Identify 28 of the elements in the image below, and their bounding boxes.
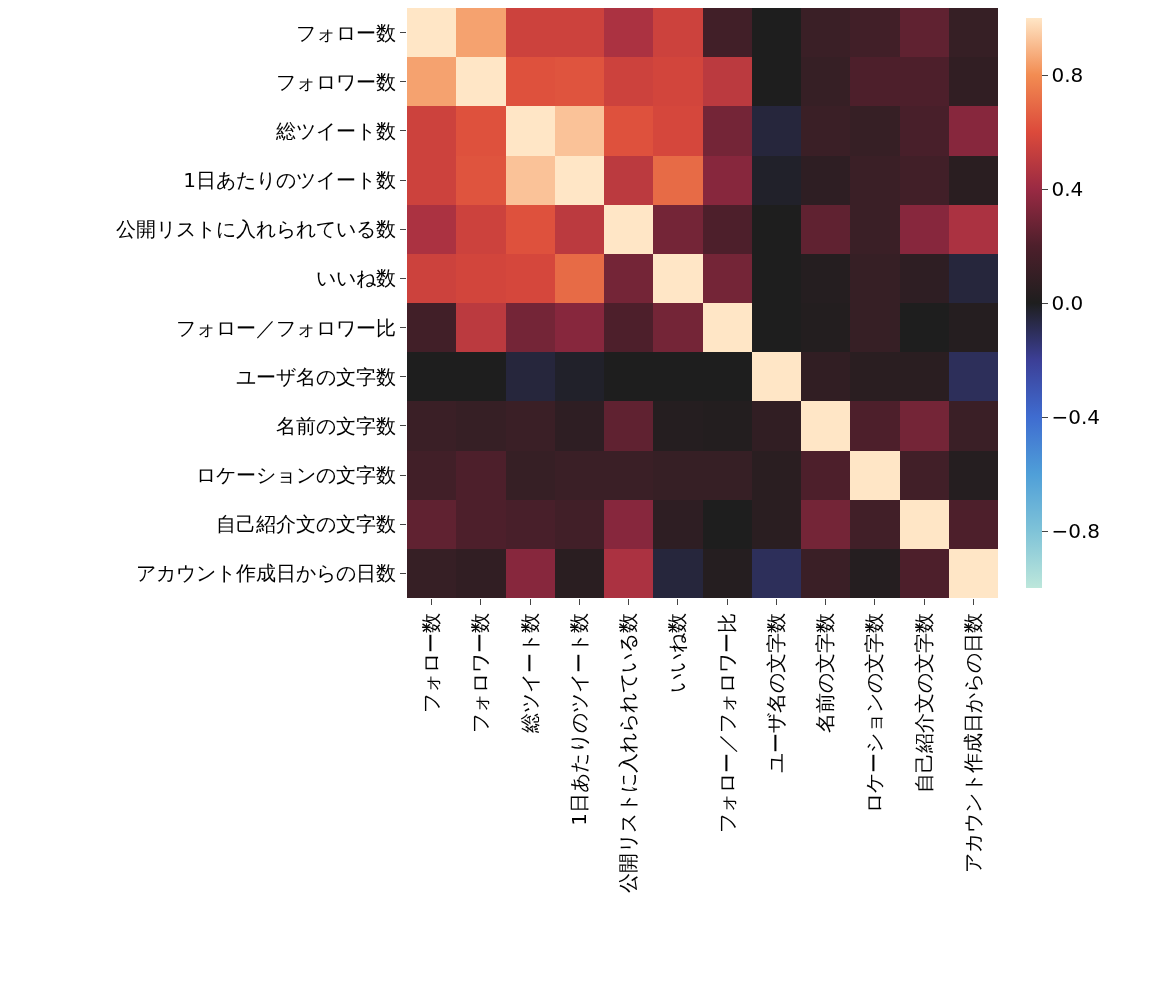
x-tick-label: 1日あたりのツイート数: [566, 613, 591, 826]
x-tick-label: ロケーションの文字数: [862, 613, 887, 813]
y-tick-label: フォロー数: [296, 20, 396, 45]
y-tick-label: 自己紹介文の文字数: [216, 512, 396, 537]
color-bar-label: 0.8: [1051, 63, 1084, 87]
y-tick-label: フォロワー数: [276, 69, 396, 94]
x-tick-label: フォロワー数: [468, 613, 493, 733]
x-tick-label: ユーザ名の文字数: [763, 613, 788, 773]
y-tick-label: ユーザ名の文字数: [236, 364, 396, 389]
y-tick-label: 総ツイート数: [275, 118, 396, 143]
y-tick-label: 1日あたりのツイート数: [183, 168, 396, 193]
color-bar-label: −0.4: [1051, 405, 1101, 429]
y-tick-label: フォロー／フォロワー比: [176, 315, 396, 340]
y-tick-label: アカウント作成日からの日数: [136, 561, 396, 586]
y-tick-label: いいね数: [316, 266, 396, 291]
x-tick-label: 名前の文字数: [813, 613, 838, 733]
x-tick-label: いいね数: [665, 613, 690, 693]
x-tick-label: アカウント作成日からの日数: [960, 613, 985, 873]
y-tick-label: ロケーションの文字数: [196, 463, 396, 488]
x-tick-label: フォロー／フォロワー比: [714, 613, 739, 833]
x-tick-label: 公開リストに入れられている数: [616, 613, 641, 893]
color-bar-label: −0.8: [1051, 519, 1101, 543]
x-tick-label: 自己紹介文の文字数: [911, 613, 936, 793]
y-tick-label: 公開リストに入れられている数: [116, 217, 396, 242]
x-tick-label: 総ツイート数: [517, 613, 542, 734]
y-tick-label: 名前の文字数: [276, 413, 396, 438]
color-bar-label: 0.4: [1051, 177, 1084, 201]
color-bar-label: 0.0: [1051, 291, 1084, 315]
